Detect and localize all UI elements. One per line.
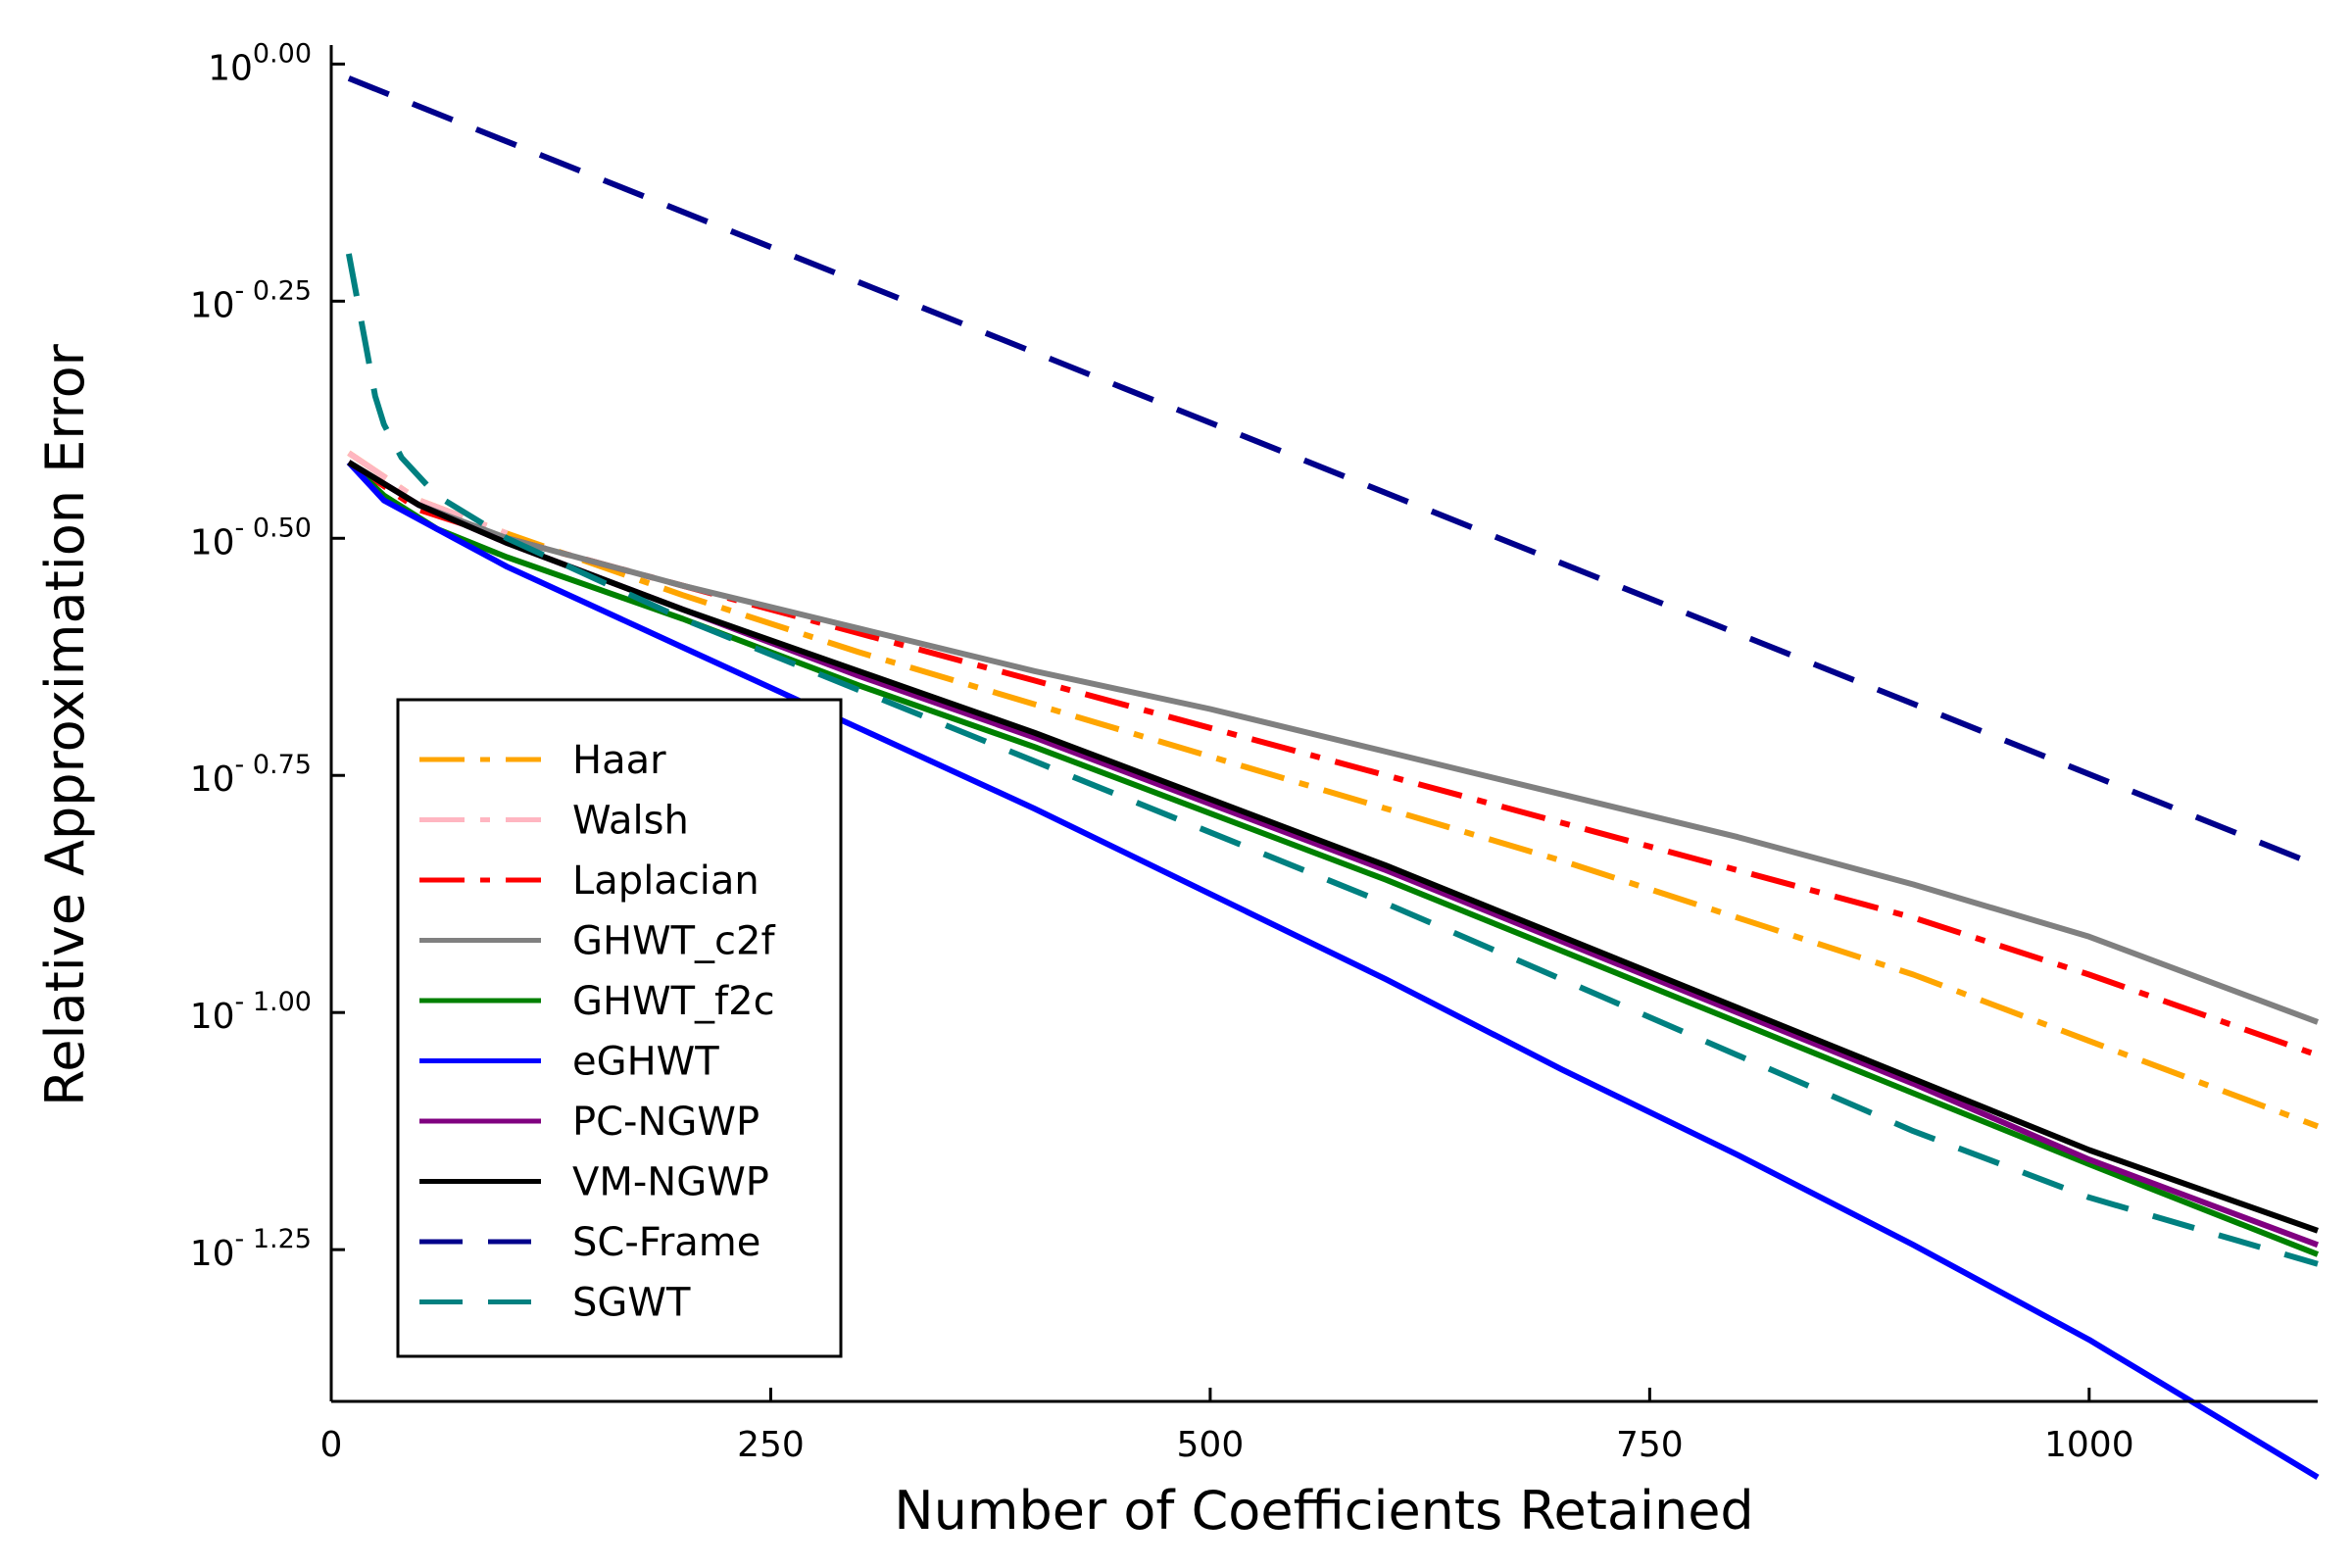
series-line-sc-frame bbox=[347, 75, 2320, 868]
x-tick-label: 0 bbox=[320, 1425, 343, 1465]
x-tick-label: 500 bbox=[1177, 1425, 1245, 1465]
legend-label: SGWT bbox=[572, 1281, 691, 1326]
y-tick-label: 10- 0.50 bbox=[190, 513, 312, 563]
legend-box bbox=[396, 698, 843, 1358]
legend-label: VM-NGWP bbox=[572, 1160, 769, 1205]
y-axis-title: Relative Approximation Error bbox=[34, 343, 96, 1105]
y-tick-label: 10- 1.00 bbox=[190, 987, 312, 1037]
legend: Haar Walsh Laplacian GHWT_c2f GHWT_f2c eGHWT P… bbox=[396, 698, 843, 1358]
legend-label: Walsh bbox=[572, 799, 689, 844]
y-tick-label: 10- 0.25 bbox=[190, 275, 312, 325]
series-layer bbox=[345, 75, 2320, 1480]
x-tick-label: 750 bbox=[1616, 1425, 1684, 1465]
legend-label: GHWT_c2f bbox=[572, 919, 776, 964]
series-line-sgwt bbox=[345, 253, 2319, 1267]
series-line-vm-ngwp bbox=[347, 460, 2319, 1234]
series-line-eghwt bbox=[346, 460, 2320, 1480]
legend-label: GHWT_f2c bbox=[572, 979, 775, 1024]
y-tick-label: 10- 1.25 bbox=[190, 1224, 312, 1274]
y-ticks: 100.00 10- 0.25 10- 0.50 10- 0.75 10- 1.00 10… bbox=[190, 38, 345, 1274]
axes bbox=[329, 45, 2318, 1403]
legend-label: Haar bbox=[572, 738, 666, 783]
legend-label: eGHWT bbox=[572, 1040, 719, 1085]
legend-items: Haar Walsh Laplacian GHWT_c2f GHWT_f2c eGHWT P… bbox=[419, 738, 776, 1326]
legend-label: Laplacian bbox=[572, 858, 760, 904]
x-tick-label: 250 bbox=[737, 1425, 805, 1465]
x-axis-title: Number of Coefficients Retained bbox=[894, 1480, 1753, 1542]
legend-label: SC-Frame bbox=[572, 1220, 760, 1265]
legend-label: PC-NGWP bbox=[572, 1100, 760, 1145]
x-ticks: 0 250 500 750 1000 bbox=[320, 1388, 2134, 1465]
x-tick-label: 1000 bbox=[2044, 1425, 2134, 1465]
y-tick-label: 10- 0.75 bbox=[190, 750, 312, 800]
y-tick-label: 100.00 bbox=[208, 38, 312, 88]
